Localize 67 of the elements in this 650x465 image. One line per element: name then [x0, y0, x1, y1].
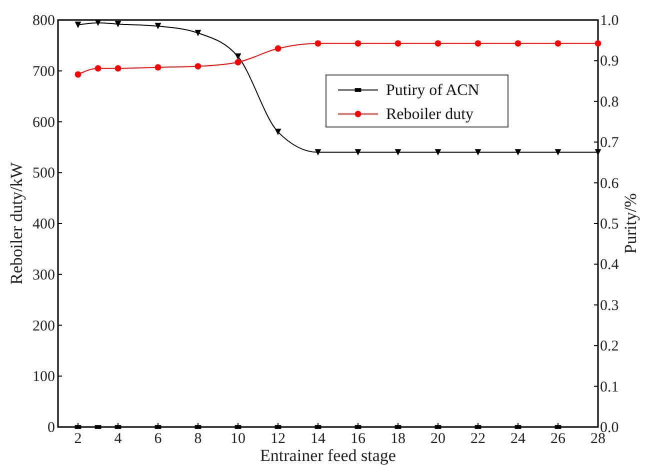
- point: [594, 40, 602, 47]
- x-tick-label: 26: [550, 431, 566, 447]
- point: [514, 40, 522, 47]
- x-tick-label: 24: [510, 431, 526, 447]
- point: [394, 40, 402, 47]
- x-axis-title: Entrainer feed stage: [260, 446, 396, 465]
- y2-axis-title: Purity/%: [621, 193, 640, 254]
- x-tick-label: 18: [390, 431, 406, 447]
- y-tick-label: 300: [32, 267, 55, 284]
- x-tick-label: 4: [114, 431, 122, 447]
- point: [274, 45, 282, 52]
- y2-tick-label: 0.4: [600, 257, 620, 274]
- point: [554, 40, 562, 47]
- y2-tick-label: 0.9: [600, 54, 619, 70]
- point: [74, 71, 82, 78]
- y2-tick-label: 0.1: [600, 379, 619, 396]
- point: [274, 128, 282, 136]
- point: [114, 20, 122, 28]
- x-tick-label: 16: [350, 431, 366, 447]
- y2-tick-label: 1.0: [600, 13, 619, 29]
- legend-label: Putiry of ACN: [386, 82, 480, 99]
- point: [594, 149, 602, 156]
- point: [114, 65, 122, 72]
- point: [194, 63, 202, 70]
- y-tick-label: 0: [48, 420, 55, 436]
- point: [234, 53, 242, 60]
- point: [94, 65, 102, 72]
- x-tick-label: 14: [310, 431, 326, 447]
- x-tick-label: 22: [470, 431, 486, 447]
- point: [394, 149, 402, 156]
- point: [154, 64, 162, 71]
- point: [474, 40, 482, 47]
- point: [354, 40, 362, 47]
- point: [354, 149, 362, 156]
- y2-tick-label: 0.6: [600, 176, 620, 192]
- legend-label: Reboiler duty: [386, 106, 474, 123]
- point: [94, 20, 102, 26]
- y-tick-label: 500: [32, 166, 55, 182]
- y-tick-label: 800: [32, 13, 55, 29]
- point: [74, 22, 82, 28]
- x-tick-label: 2: [74, 431, 82, 447]
- x-tick-label: 10: [230, 431, 246, 447]
- point: [154, 22, 162, 30]
- point: [514, 149, 522, 156]
- point: [474, 149, 482, 156]
- x-tick-label: 28: [590, 431, 606, 447]
- y2-tick-label: 0.3: [600, 298, 619, 314]
- x-tick-label: 6: [154, 431, 162, 447]
- y2-tick-label: 0.8: [600, 94, 619, 110]
- y2-tick-label: 0.5: [600, 216, 619, 232]
- y2-tick-label: 0.7: [600, 135, 620, 152]
- y-tick-label: 100: [32, 369, 55, 386]
- y-axis-title: Reboiler duty/kW: [7, 161, 26, 285]
- x-tick-label: 12: [270, 431, 286, 447]
- x-tick-label: 8: [194, 431, 202, 447]
- point: [554, 149, 562, 156]
- y2-tick-label: 0.2: [600, 338, 619, 355]
- point: [234, 59, 242, 66]
- point: [434, 40, 442, 47]
- x-tick-label: 20: [430, 431, 446, 447]
- point: [314, 149, 322, 156]
- point: [434, 149, 442, 156]
- point: [314, 40, 322, 47]
- y-tick-label: 400: [32, 216, 55, 232]
- y-tick-label: 600: [32, 114, 55, 131]
- y-tick-label: 200: [32, 318, 55, 334]
- y-tick-label: 700: [32, 64, 55, 80]
